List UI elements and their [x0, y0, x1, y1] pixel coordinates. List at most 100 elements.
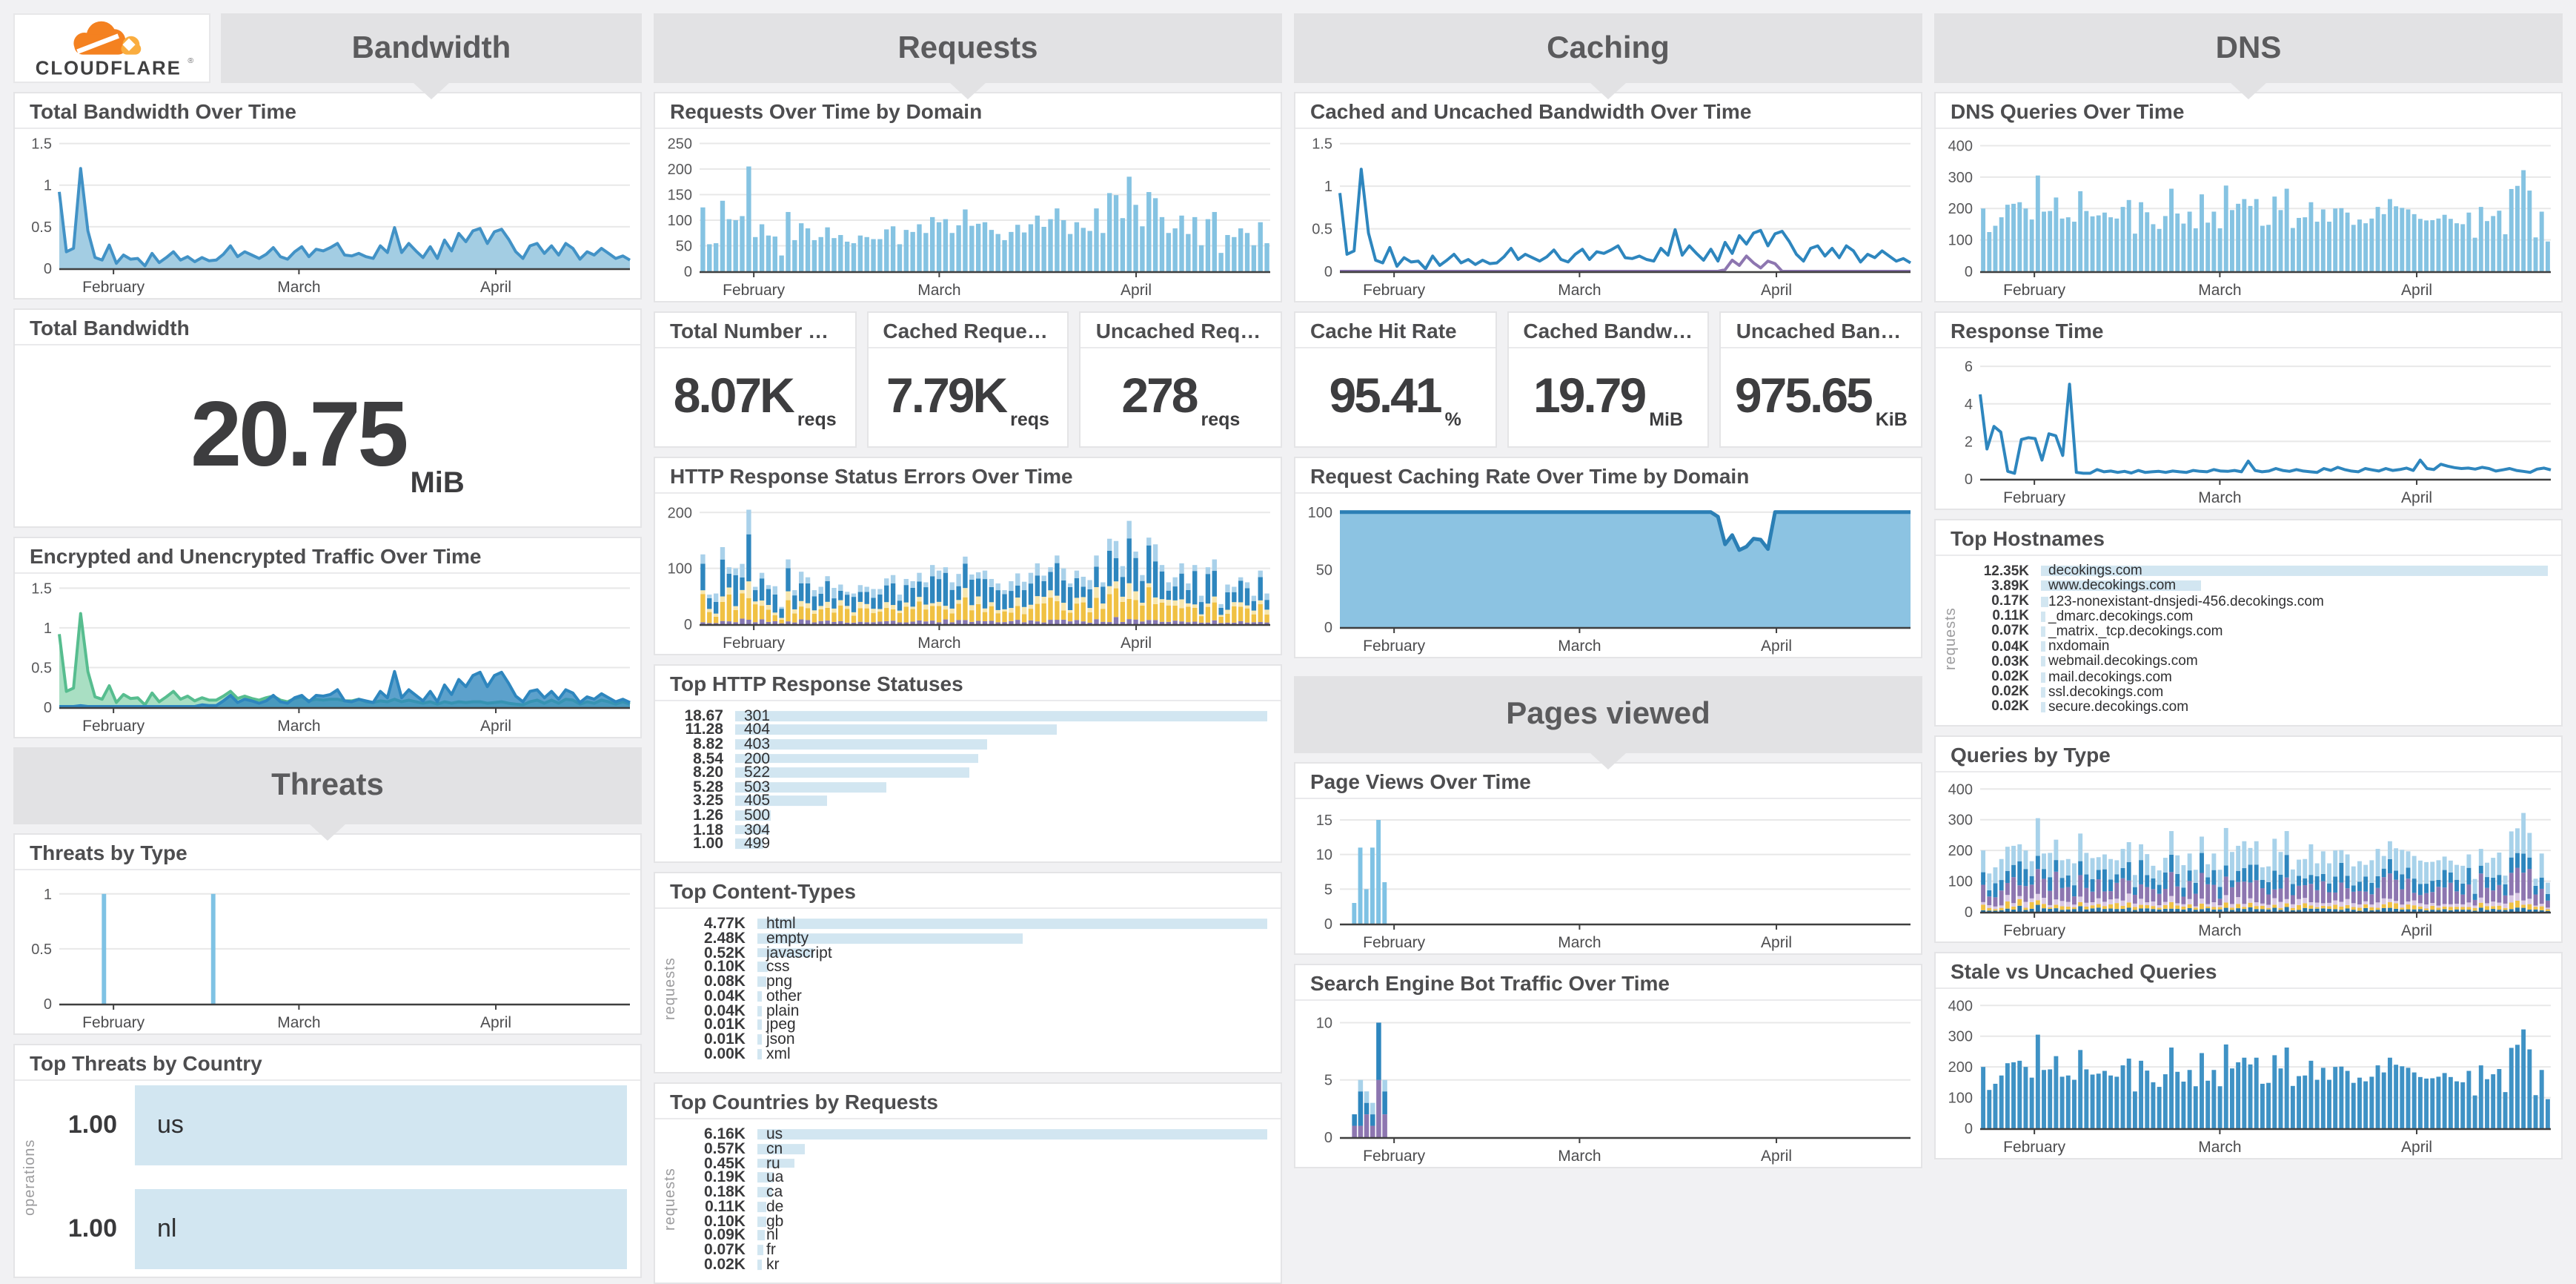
row-bar — [735, 739, 987, 749]
encrypted-traffic-chart[interactable]: 0 0.5 1 1.5 February March April — [15, 574, 640, 737]
list-row[interactable]: 0.04K nxdomain — [1964, 638, 2548, 655]
stat-title-uncached-requests: Uncached Requests — [1080, 313, 1281, 348]
row-track: nl — [135, 1189, 627, 1269]
list-row[interactable]: 0.17K 123-nonexistant-dnsjedi-456.decokin… — [1964, 593, 2548, 609]
total-bandwidth-over-time-chart[interactable]: 0 0.5 1 1.5 February March April — [15, 129, 640, 298]
row-bar — [2041, 611, 2046, 622]
svg-text:March: March — [1558, 934, 1601, 951]
svg-text:200: 200 — [1948, 843, 1973, 859]
list-row[interactable]: 0.02K ssl.decokings.com — [1964, 684, 2548, 700]
svg-text:0: 0 — [1324, 1130, 1332, 1146]
list-row[interactable]: 0.02K secure.decokings.com — [1964, 698, 2548, 715]
row-value: 0.03K — [1991, 653, 2029, 670]
row-value: 0.10K — [703, 958, 746, 976]
list-row[interactable]: 1.00 nl — [43, 1188, 627, 1271]
list-row[interactable]: 1.18 304 — [661, 821, 1267, 838]
row-value: 0.07K — [1991, 623, 2029, 640]
list-row[interactable]: 0.07K _matrix._tcp.decokings.com — [1964, 623, 2548, 640]
svg-text:February: February — [2003, 922, 2066, 939]
list-row[interactable]: 1.00 us — [43, 1084, 627, 1167]
row-bar — [757, 1158, 795, 1168]
svg-text:April: April — [2401, 922, 2432, 939]
cloudflare-logo: CLOUDFLARE ® — [13, 13, 210, 83]
row-value: 0.45K — [703, 1154, 746, 1172]
http-errors-chart[interactable]: 0 100 200 February March April — [655, 494, 1281, 654]
list-row[interactable]: 3.25 405 — [661, 792, 1267, 810]
list-row[interactable]: 5.28 503 — [661, 778, 1267, 796]
row-value: 18.67 — [684, 706, 723, 725]
list-row[interactable]: 0.57K cn — [683, 1139, 1267, 1157]
list-row[interactable]: 1.26 500 — [661, 807, 1267, 824]
cache-hit-rate-value: 95.41% — [1329, 368, 1461, 430]
dns-queries-chart[interactable]: 0 100 200 300 400 February March April — [1936, 129, 2561, 301]
row-label: xml — [766, 1045, 791, 1064]
logo-registered-mark: ® — [187, 56, 193, 64]
list-row[interactable]: 3.89K www.decokings.com — [1964, 578, 2548, 595]
row-bar — [735, 710, 1267, 721]
page-views-chart[interactable]: 0 5 10 15 February March April — [1295, 799, 1921, 953]
list-row[interactable]: 0.07K fr — [683, 1242, 1267, 1260]
card-total-bandwidth-over-time: Total Bandwidth Over Time 0 0.5 1 1.5 Februa… — [13, 92, 642, 300]
row-label: us — [157, 1111, 184, 1139]
list-row[interactable]: 0.45K ru — [683, 1154, 1267, 1172]
list-row[interactable]: 0.02K kr — [683, 1256, 1267, 1274]
svg-text:1: 1 — [44, 887, 52, 903]
list-row[interactable]: 0.18K ca — [683, 1183, 1267, 1201]
list-row[interactable]: 0.01K json — [683, 1031, 1267, 1049]
row-bar — [2041, 641, 2045, 652]
card-title-top-content-types: Top Content-Types — [655, 873, 1281, 909]
svg-text:0: 0 — [44, 996, 52, 1013]
list-row[interactable]: 8.54 200 — [661, 749, 1267, 767]
stale-uncached-queries-chart[interactable]: 0 100 200 300 400 February March April — [1936, 989, 2561, 1158]
list-row[interactable]: 0.09K nl — [683, 1227, 1267, 1245]
stat-title-cache-hit-rate: Cache Hit Rate — [1295, 313, 1496, 348]
list-row[interactable]: 0.11K de — [683, 1197, 1267, 1216]
list-row[interactable]: 6.16K us — [683, 1125, 1267, 1143]
svg-text:0.5: 0.5 — [31, 942, 52, 958]
row-track: png — [757, 973, 1267, 990]
search-engine-bots-chart[interactable]: 0 5 10 February March April — [1295, 1001, 1921, 1167]
row-value: 0.11K — [705, 1197, 746, 1216]
list-row[interactable]: 0.01K jpeg — [683, 1016, 1267, 1034]
list-row[interactable]: 0.52K javascript — [683, 944, 1267, 962]
row-bar — [2041, 566, 2548, 577]
list-row[interactable]: 8.82 403 — [661, 735, 1267, 753]
list-row[interactable]: 0.02K mail.decokings.com — [1964, 669, 2548, 685]
section-header-pages-viewed: Pages viewed — [1294, 676, 1922, 770]
svg-text:February: February — [723, 635, 786, 652]
list-row[interactable]: 8.20 522 — [661, 764, 1267, 781]
card-cached-uncached-bandwidth: Cached and Uncached Bandwidth Over Time … — [1294, 92, 1922, 302]
caching-rate-chart[interactable]: 0 50 100 February March April — [1295, 494, 1921, 657]
cached-uncached-bandwidth-chart[interactable]: 0 0.5 1 1.5 February March April — [1295, 129, 1921, 301]
card-top-threats-by-country: Top Threats by Country operations 1.00 us 1… — [13, 1044, 642, 1278]
requests-over-time-chart[interactable]: 0 50 100 150 200 250 February March April — [655, 129, 1281, 301]
list-row[interactable]: 2.48K empty — [683, 929, 1267, 947]
list-row[interactable]: 0.11K _dmarc.decokings.com — [1964, 608, 2548, 624]
row-bar — [757, 1187, 773, 1198]
list-row[interactable]: 0.10K gb — [683, 1212, 1267, 1230]
list-row[interactable]: 0.19K ua — [683, 1169, 1267, 1187]
row-bar — [735, 824, 769, 835]
list-row[interactable]: 18.67 301 — [661, 706, 1267, 725]
list-row[interactable]: 4.77K html — [683, 914, 1267, 933]
threats-by-type-chart[interactable]: 0 0.5 1 February March April — [15, 870, 640, 1033]
list-row[interactable]: 0.03K webmail.decokings.com — [1964, 653, 2548, 670]
list-row[interactable]: 0.00K xml — [683, 1045, 1267, 1064]
list-row[interactable]: 0.04K other — [683, 987, 1267, 1005]
svg-text:March: March — [2198, 1139, 2241, 1156]
uncached-requests-value: 278 reqs — [1121, 368, 1241, 430]
list-row[interactable]: 12.35K decokings.com — [1964, 563, 2548, 579]
total-requests-value: 8.07K reqs — [673, 368, 837, 430]
list-row[interactable]: 0.10K css — [683, 958, 1267, 976]
list-row[interactable]: 11.28 404 — [661, 721, 1267, 739]
row-value: 0.02K — [1991, 698, 2029, 715]
row-bar — [757, 1201, 767, 1212]
list-row[interactable]: 1.00 499 — [661, 835, 1267, 853]
list-row[interactable]: 0.08K png — [683, 973, 1267, 990]
row-value: 4.77K — [703, 914, 746, 933]
top-hostnames-list: requests 12.35K decokings.com 3.89K www.deco… — [1936, 556, 2561, 725]
list-row[interactable]: 0.04K plain — [683, 1002, 1267, 1019]
response-time-chart[interactable]: 0 2 4 6 February March April — [1936, 348, 2561, 509]
queries-by-type-chart[interactable]: 0 100 200 300 400 February March April — [1936, 772, 2561, 942]
